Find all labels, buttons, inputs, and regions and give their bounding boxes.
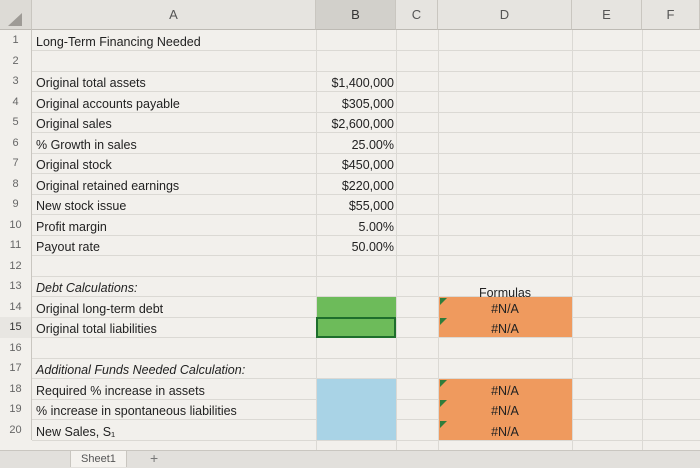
select-all-corner[interactable] [0,0,32,30]
grid-line [32,234,700,236]
sheet-tab-label: Sheet1 [81,453,116,465]
column-header-b[interactable]: B [316,0,396,30]
column-header-e[interactable]: E [572,0,642,30]
grid-line [32,357,700,359]
grid-line [32,255,700,256]
sheet-tab[interactable]: Sheet1 [70,451,127,467]
debt-row-label[interactable]: Original total liabilities [36,322,157,336]
row-header-6[interactable]: 6 [0,132,32,153]
input-value[interactable]: $450,000 [341,158,394,172]
input-label[interactable]: Payout rate [36,240,100,254]
formula-value[interactable]: #N/A [491,383,519,398]
row-header-4[interactable]: 4 [0,91,32,112]
afn-row-label[interactable]: New Sales, S₁ [36,424,116,439]
grid-line [32,132,700,133]
row-header-11[interactable]: 11 [0,235,32,256]
row-header-17[interactable]: 17 [0,358,32,379]
grid-line [32,193,700,195]
row-header-15[interactable]: 15 [0,317,32,338]
input-value[interactable]: 25.00% [351,137,394,152]
grid-line [32,275,700,277]
row-header-9[interactable]: 9 [0,194,32,215]
input-value[interactable]: $305,000 [341,96,394,111]
input-value[interactable]: $2,600,000 [331,117,394,131]
input-value[interactable]: $220,000 [341,178,394,193]
input-label[interactable]: New stock issue [36,199,127,213]
afn-row-label[interactable]: Required % increase in assets [36,383,205,398]
row-header-13[interactable]: 13 [0,276,32,297]
row-header-18[interactable]: 18 [0,378,32,399]
debt-row-label[interactable]: Original long-term debt [36,301,164,316]
select-all-icon [8,13,22,26]
sheet-tab-bar [0,450,700,468]
input-cell-blue[interactable] [317,379,396,440]
formulas-header[interactable]: Formulas [478,286,532,300]
input-label[interactable]: Original sales [36,117,112,131]
row-header-7[interactable]: 7 [0,153,32,174]
grid-line [396,30,397,450]
row-header-14[interactable]: 14 [0,296,32,317]
grid-line [32,296,700,297]
sheet-title[interactable]: Long-Term Financing Needed [36,35,201,49]
selected-cell-b15[interactable] [316,317,396,338]
input-label[interactable]: Original retained earnings [36,178,180,193]
input-value[interactable]: 50.00% [351,240,394,254]
formula-value[interactable]: #N/A [491,301,519,316]
afn-row-label[interactable]: % increase in spontaneous liabilities [36,404,237,418]
comment-flag-icon[interactable] [440,380,447,387]
row-header-2[interactable]: 2 [0,50,32,71]
input-value[interactable]: 5.00% [358,219,394,234]
column-header-d[interactable]: D [438,0,572,30]
grid-line [438,30,439,450]
section-heading-afn[interactable]: Additional Funds Needed Calculation: [36,363,246,377]
row-header-3[interactable]: 3 [0,71,32,92]
grid-line [32,70,700,72]
grid-line [572,30,573,450]
row-header-12[interactable]: 12 [0,255,32,276]
grid-line [32,173,700,174]
grid-line [316,30,317,450]
add-sheet-icon[interactable]: + [150,450,159,466]
formula-value[interactable]: #N/A [491,424,519,439]
column-header-c[interactable]: C [396,0,438,30]
grid-line [32,111,700,113]
comment-flag-icon[interactable] [440,421,447,428]
grid-line [32,152,700,154]
column-header-a[interactable]: A [32,0,316,30]
grid-line [32,439,700,441]
comment-flag-icon[interactable] [440,400,447,407]
input-value[interactable]: $55,000 [348,199,394,213]
row-header-10[interactable]: 10 [0,214,32,235]
formula-cell-orange[interactable] [439,379,572,440]
grid-line [32,91,700,92]
input-value[interactable]: $1,400,000 [331,76,394,90]
row-header-5[interactable]: 5 [0,112,32,133]
row-header-1[interactable]: 1 [0,30,32,51]
formula-cell-orange[interactable] [439,297,572,337]
input-label[interactable]: Original total assets [36,76,146,90]
grid-line [32,50,700,51]
formula-value[interactable]: #N/A [491,322,519,336]
row-header-19[interactable]: 19 [0,399,32,420]
input-label[interactable]: Original stock [36,158,112,172]
column-header-f[interactable]: F [642,0,700,30]
formula-value[interactable]: #N/A [491,404,519,418]
grid-line [642,30,643,450]
row-header-16[interactable]: 16 [0,337,32,358]
section-heading-debt[interactable]: Debt Calculations: [36,281,138,295]
comment-flag-icon[interactable] [440,298,447,305]
input-label[interactable]: Profit margin [36,219,107,234]
row-header-20[interactable]: 20 [0,419,32,440]
input-label[interactable]: % Growth in sales [36,137,137,152]
grid-line [32,214,700,215]
grid-line [32,378,700,379]
row-header-8[interactable]: 8 [0,173,32,194]
input-label[interactable]: Original accounts payable [36,96,180,111]
comment-flag-icon[interactable] [440,318,447,325]
